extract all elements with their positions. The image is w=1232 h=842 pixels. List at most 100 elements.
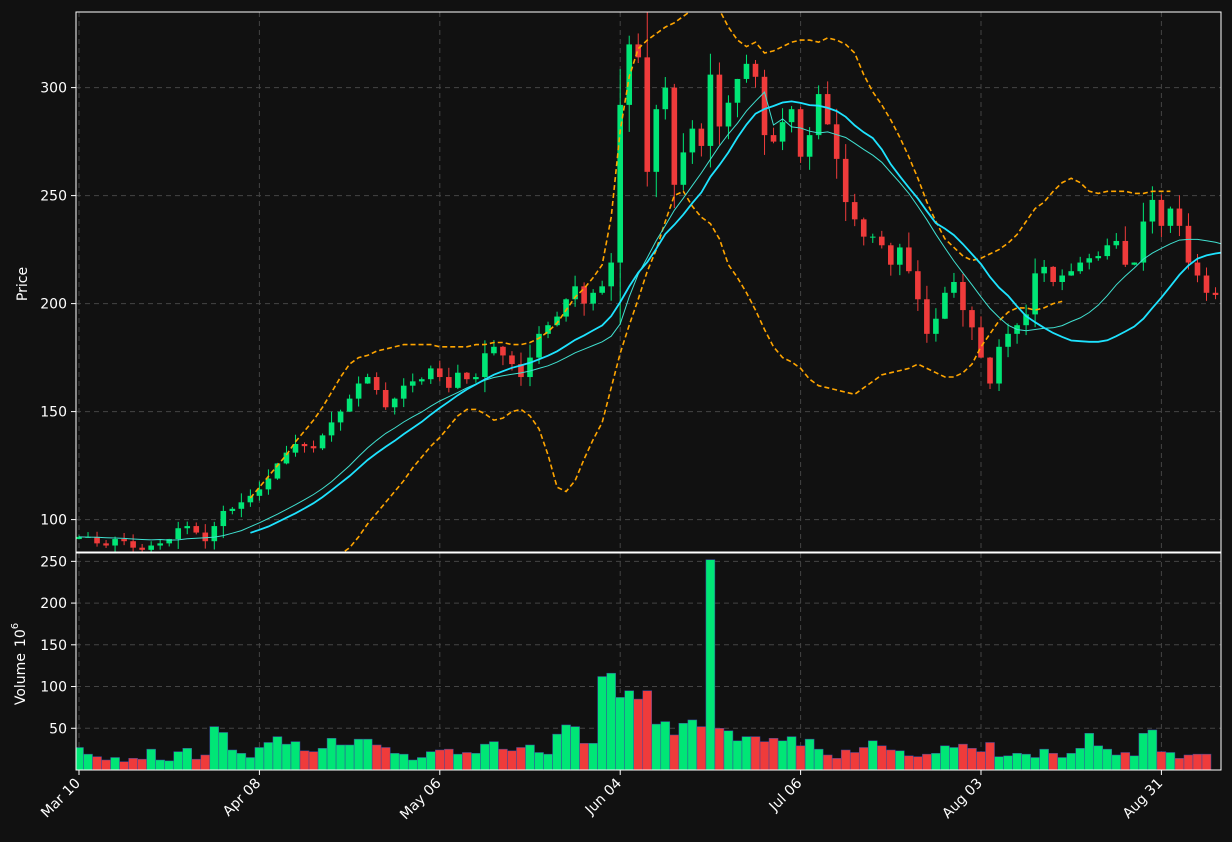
- candle-body: [319, 435, 326, 449]
- candle: [590, 289, 596, 311]
- candle-body: [752, 63, 759, 77]
- volume-bar: [886, 749, 896, 770]
- candle-body: [527, 357, 533, 378]
- x-tick-label: Aug 31: [1120, 776, 1166, 822]
- candle-body: [427, 368, 434, 380]
- volume-bar: [922, 753, 932, 770]
- volume-bar: [615, 697, 625, 770]
- candle-body: [265, 478, 272, 490]
- volume-bar: [723, 730, 734, 770]
- volume-axis-label-base: 10: [13, 629, 29, 647]
- volume-bar: [1183, 754, 1194, 770]
- x-tick-label: Apr 08: [220, 776, 264, 820]
- volume-bar: [407, 759, 418, 770]
- volume-bar: [1165, 752, 1176, 770]
- candle-body: [274, 463, 281, 479]
- volume-bar: [588, 743, 598, 770]
- candle-body: [915, 271, 921, 300]
- candle-body: [1023, 314, 1029, 326]
- volume-bar: [110, 757, 120, 770]
- volume-bar: [606, 672, 616, 770]
- candle: [256, 481, 263, 501]
- candle-body: [599, 286, 605, 293]
- volume-bar: [453, 753, 463, 770]
- candle: [960, 273, 966, 327]
- candle-body: [1212, 292, 1219, 295]
- candle: [409, 373, 416, 393]
- candle: [824, 81, 831, 125]
- candle-body: [572, 286, 578, 300]
- volume-bar: [1084, 733, 1094, 770]
- candle-body: [1194, 262, 1201, 276]
- candle-body: [1005, 333, 1011, 347]
- volume-bar: [795, 745, 806, 770]
- candle: [1149, 186, 1156, 234]
- volume-bar: [1030, 757, 1040, 770]
- candle-body: [292, 444, 299, 453]
- candle-body: [437, 368, 443, 378]
- candle-body: [500, 346, 506, 356]
- candle-body: [824, 94, 831, 125]
- volume-bar: [119, 761, 129, 770]
- candle-body: [698, 128, 705, 146]
- candle: [310, 440, 317, 453]
- candle: [1041, 259, 1047, 282]
- volume-bar: [678, 723, 689, 770]
- candle: [942, 286, 948, 320]
- candle-body: [788, 109, 795, 123]
- candle-body: [301, 444, 308, 447]
- candle: [716, 62, 723, 145]
- volume-bar: [444, 748, 454, 770]
- candle-body: [924, 299, 930, 334]
- candle: [247, 489, 254, 507]
- volume-tick-label: 100: [40, 680, 67, 696]
- candle-body: [725, 102, 732, 127]
- candle-body: [166, 539, 172, 544]
- candle-body: [130, 541, 136, 548]
- x-ticks: Mar 10 Apr 08 May 06 Jun 04 Jul 06 Aug 03 Aug …: [38, 770, 1166, 823]
- candle-body: [1203, 275, 1210, 293]
- candle-body: [906, 247, 912, 272]
- candle-body: [1104, 245, 1111, 257]
- candle: [770, 127, 777, 144]
- volume-bar: [1093, 745, 1104, 770]
- volume-bar: [967, 748, 977, 770]
- candle: [1185, 213, 1192, 270]
- candle-body: [238, 502, 245, 509]
- price-tick-label: 250: [40, 189, 67, 205]
- volume-bar: [1192, 753, 1203, 770]
- candle-body: [1167, 208, 1174, 226]
- volume-bar: [516, 747, 526, 770]
- candle-body: [608, 262, 614, 287]
- candle: [851, 193, 858, 227]
- volume-bar: [155, 759, 165, 770]
- x-tick-label: Aug 03: [939, 776, 985, 822]
- candle: [1023, 304, 1029, 336]
- candle: [175, 521, 182, 549]
- candle: [139, 543, 145, 552]
- candle-body: [842, 158, 849, 203]
- volume-axis-label-text: Volume: [13, 653, 29, 705]
- candle-body: [960, 282, 966, 311]
- candle-body: [888, 245, 894, 265]
- candle: [1176, 195, 1183, 237]
- candle-body: [220, 510, 227, 527]
- volume-bar: [173, 751, 183, 770]
- volume-bar: [949, 747, 959, 770]
- candle-body: [184, 526, 191, 529]
- volume-bar: [1156, 751, 1167, 770]
- volume-bar: [786, 736, 797, 770]
- candle: [473, 373, 479, 383]
- candle: [933, 308, 939, 342]
- candle: [1059, 269, 1065, 291]
- candle-body: [770, 135, 777, 142]
- candle: [608, 253, 614, 301]
- volume-tick-label: 200: [40, 596, 67, 612]
- candle: [833, 108, 840, 179]
- candle-body: [969, 310, 975, 328]
- candle: [698, 123, 705, 157]
- candle: [518, 352, 524, 386]
- volume-bar: [398, 753, 409, 770]
- volume-bar: [651, 723, 662, 770]
- candle: [653, 104, 660, 198]
